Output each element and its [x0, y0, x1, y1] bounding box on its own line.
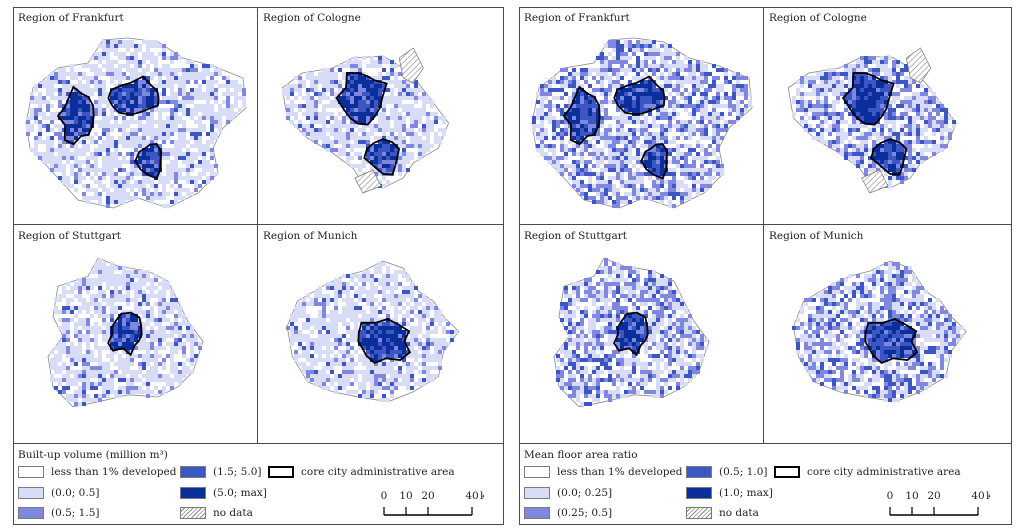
scale-tick-label: 20	[927, 490, 940, 502]
legend-item: (0.0; 0.5]	[18, 487, 99, 499]
scale-bar: 0 10 20 40km	[887, 490, 990, 516]
panel-divider	[763, 7, 764, 443]
scale-tick-label: 0	[887, 490, 894, 502]
region-map-munich	[286, 260, 460, 403]
legend-label: (0.5; 1.5]	[51, 507, 100, 519]
region-map-stuttgart	[553, 257, 710, 408]
legend-label: (0.0; 0.25]	[557, 487, 613, 499]
map-title-munich: Region of Munich	[769, 230, 864, 242]
map-title-munich: Region of Munich	[263, 230, 358, 242]
region-map-cologne	[281, 47, 450, 194]
panel-built-up-volume	[13, 7, 504, 525]
scale-tick-label: 40	[971, 490, 984, 502]
legend-label: less than 1% developed	[557, 466, 683, 478]
legend-item: (0.5; 1.0]	[686, 466, 767, 478]
legend-swatch	[18, 466, 44, 478]
legend-label: no data	[719, 507, 759, 519]
scale-tick-label: 10	[399, 490, 412, 502]
legend-label: core city administrative area	[807, 466, 961, 478]
legend-label: (0.25; 0.5]	[557, 507, 613, 519]
no-data-swatch	[686, 507, 712, 519]
legend-swatch	[686, 466, 712, 478]
core-city-swatch	[268, 466, 294, 478]
region-map-frankfurt	[25, 37, 247, 209]
scale-bar: 0 10 20 40km	[381, 490, 484, 516]
region-map-frankfurt	[531, 37, 753, 209]
legend-swatch	[180, 487, 206, 499]
legend-label: less than 1% developed	[51, 466, 177, 478]
scale-tick-label: 0	[381, 490, 388, 502]
panel-divider	[13, 443, 504, 444]
region-map-cologne	[787, 47, 957, 194]
panel-divider	[13, 224, 504, 225]
legend-swatch	[180, 466, 206, 478]
legend-item: core city administrative area	[774, 466, 961, 478]
region-map-stuttgart	[47, 257, 204, 408]
panel-divider	[257, 7, 258, 443]
no-data-swatch	[180, 507, 206, 519]
scale-tick-label: 10	[905, 490, 918, 502]
scale-unit: km	[480, 490, 484, 502]
map-title-stuttgart: Region of Stuttgart	[18, 230, 122, 242]
legend: Mean floor area ratio less than 1% devel…	[524, 447, 1006, 523]
map-title-cologne: Region of Cologne	[263, 12, 361, 24]
legend-label: (1.5; 5.0]	[213, 466, 262, 478]
legend-swatch	[524, 466, 550, 478]
legend-item: no data	[180, 507, 253, 519]
legend-item: (0.25; 0.5]	[524, 507, 612, 519]
map-title-frankfurt: Region of Frankfurt	[18, 12, 124, 24]
legend-item: less than 1% developed	[524, 466, 682, 478]
legend-item: less than 1% developed	[18, 466, 176, 478]
core-city-swatch	[774, 466, 800, 478]
legend-label: no data	[213, 507, 253, 519]
legend-swatch	[18, 507, 44, 519]
legend: Built-up volume (million m³) less than 1…	[18, 447, 498, 523]
legend-item: (0.0; 0.25]	[524, 487, 612, 499]
legend-swatch	[686, 487, 712, 499]
panel-divider	[519, 443, 1012, 444]
legend-swatch	[524, 507, 550, 519]
legend-item: (5.0; max]	[180, 487, 267, 499]
scale-tick-label: 40	[465, 490, 478, 502]
legend-item: (1.5; 5.0]	[180, 466, 261, 478]
legend-label: (0.0; 0.5]	[51, 487, 100, 499]
legend-title: Built-up volume (million m³)	[18, 449, 168, 461]
region-map-munich	[792, 260, 967, 403]
map-title-cologne: Region of Cologne	[769, 12, 867, 24]
legend-item: core city administrative area	[268, 466, 455, 478]
legend-label: core city administrative area	[301, 466, 455, 478]
legend-item: no data	[686, 507, 759, 519]
panel-divider	[519, 224, 1012, 225]
scale-unit: km	[986, 490, 990, 502]
legend-title: Mean floor area ratio	[524, 449, 638, 461]
legend-label: (1.0; max]	[719, 487, 773, 499]
map-title-frankfurt: Region of Frankfurt	[524, 12, 630, 24]
legend-item: (1.0; max]	[686, 487, 773, 499]
legend-label: (5.0; max]	[213, 487, 267, 499]
legend-swatch	[18, 487, 44, 499]
legend-swatch	[524, 487, 550, 499]
legend-item: (0.5; 1.5]	[18, 507, 99, 519]
map-title-stuttgart: Region of Stuttgart	[524, 230, 628, 242]
legend-label: (0.5; 1.0]	[719, 466, 768, 478]
scale-tick-label: 20	[421, 490, 434, 502]
panel-floor-area-ratio	[519, 7, 1012, 525]
